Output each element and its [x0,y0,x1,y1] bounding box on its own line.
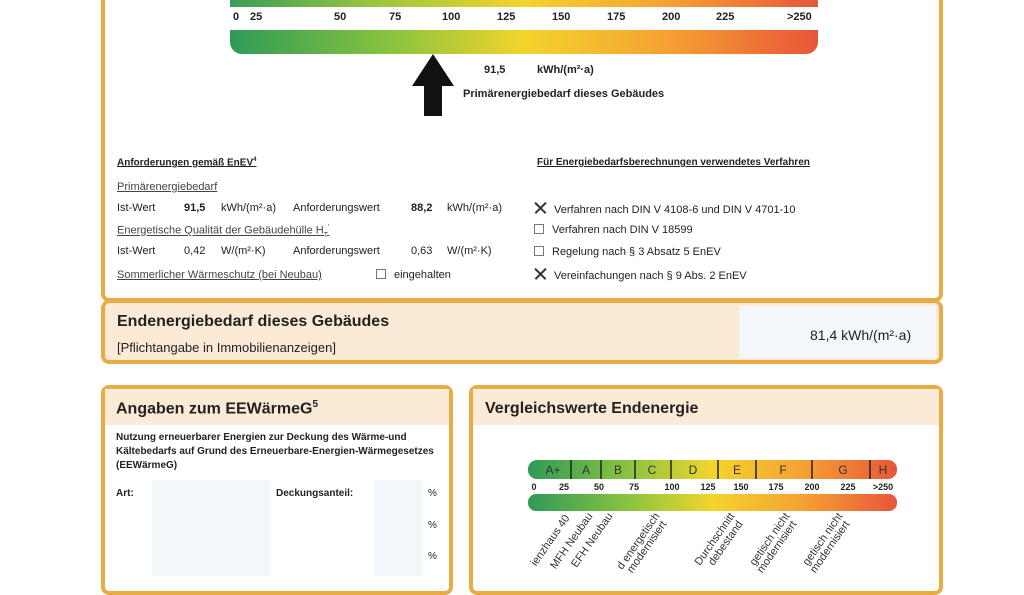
top-tick-label: 125 [497,11,516,23]
percent-2: % [428,520,437,531]
method-label: Verfahren nach DIN V 4108-6 und DIN V 47… [554,204,796,216]
comparison-scale: A+ A B C D E F G H0 25 50 75 100 125 150 175 200 225 >250i… [528,460,897,575]
final-energy-value: 81,4 kWh/(m²·a) [810,327,912,343]
share-input[interactable] [374,480,422,576]
top-tick-label: 25 [250,11,263,23]
primary-energy-unit: kWh/(m²·a) [537,64,594,76]
top-tick-label: 0 [233,11,240,23]
req-value: 0,63 [411,245,433,257]
comparison-tick-label: 25 [559,482,569,492]
req-unit: W/(m²·K) [447,245,492,257]
method-label: Vereinfachungen nach § 9 Abs. 2 EnEV [554,270,747,282]
method-option[interactable]: Regelung nach § 3 Absatz 5 EnEV [534,246,721,258]
class-label: E [733,463,741,477]
req-label: Anforderungswert [293,245,380,257]
primary-energy-caption: Primärenergiebedarf dieses Gebäudes [463,88,665,100]
class-label: A [582,463,590,477]
class-label: H [879,463,888,477]
ist-label: Ist-Wert [117,245,156,257]
class-label: A+ [545,463,560,477]
primary-energy-label: Primärenergiebedarf [117,181,218,193]
primary-row: Ist-Wert 91,5 kWh/(m²·a) Anforderungswer… [117,202,517,216]
arrow-up-icon [412,54,454,116]
top-class-bar [230,0,818,7]
gradient-bar [528,494,897,511]
comparison-tick-label: 200 [804,482,819,492]
method-label: Verfahren nach DIN V 18599 [552,224,693,236]
method-label: Regelung nach § 3 Absatz 5 EnEV [552,246,721,258]
eewaermeg-title: Angaben zum EEWärmeG5 [116,399,319,418]
eewaermeg-description: Nutzung erneuerbarer Energien zur Deckun… [116,432,434,471]
envelope-row: Ist-Wert 0,42 W/(m²·K) Anforderungswert … [117,245,517,259]
class-label: C [648,463,657,477]
comparison-tick-label: 125 [700,482,715,492]
method-option[interactable]: Vereinfachungen nach § 9 Abs. 2 EnEV [534,268,747,282]
comparison-tick-label: 0 [531,482,536,492]
req-label: Anforderungswert [293,202,380,214]
comparison-tick-label: 75 [629,482,639,492]
top-tick-label: 200 [662,11,681,23]
method-option[interactable]: Verfahren nach DIN V 4108-6 und DIN V 47… [534,202,796,216]
top-tick-label: 175 [607,11,626,23]
comparison-tick-label: 100 [664,482,679,492]
comparison-title: Vergleichswerte Endenergie [485,400,699,417]
class-label: F [779,463,786,477]
top-tick-label: 150 [552,11,571,23]
checkbox-icon[interactable] [534,224,544,234]
checkbox-label: eingehalten [394,269,451,281]
comparison-tick-label: 175 [768,482,783,492]
comparison-tick-label: 50 [594,482,604,492]
top-gradient-bar [230,30,818,54]
final-energy-title: Endenergiebedarf dieses Gebäudes [117,313,390,330]
summer-protection-label: Sommerlicher Wärmeschutz (bei Neubau) [117,269,322,281]
comparison-tick-label: 225 [840,482,855,492]
req-unit: kWh/(m²·a) [447,202,502,214]
ist-unit: W/(m²·K) [221,245,266,257]
ist-unit: kWh/(m²·a) [221,202,276,214]
art-input[interactable] [152,480,270,576]
percent-3: % [428,551,437,562]
percent-1: % [428,488,437,499]
share-label: Deckungsanteil: [276,488,354,499]
top-tick-label: 50 [334,11,347,23]
requirements-heading: Anforderungen gemäß EnEV4 [117,157,257,169]
comparison-tick-label: >250 [873,482,893,492]
final-energy-subtitle: [Pflichtangabe in Immobilienanzeigen] [117,340,336,355]
top-tick-label: 225 [716,11,735,23]
req-value: 88,2 [411,202,433,214]
method-heading: Für Energiebedarfsberechnungen verwendet… [537,157,810,168]
top-tick-label: 100 [442,11,461,23]
ist-value: 91,5 [184,202,206,214]
top-tick-label: 75 [389,11,402,23]
ist-value: 0,42 [184,245,206,257]
art-label: Art: [116,488,134,499]
class-label: B [614,463,622,477]
checkbox-icon[interactable] [534,246,544,256]
primary-energy-value: 91,5 [484,64,506,76]
comparison-tick-label: 150 [733,482,748,492]
summer-protection-checkbox[interactable]: eingehalten [376,269,451,281]
method-option[interactable]: Verfahren nach DIN V 18599 [534,224,693,236]
top-tick-label: >250 [787,11,812,23]
class-label: G [838,463,847,477]
class-label: D [689,463,698,477]
ist-label: Ist-Wert [117,202,156,214]
envelope-label: Energetische Qualität der Gebäudehülle H… [117,224,330,239]
class-bar [528,460,897,479]
